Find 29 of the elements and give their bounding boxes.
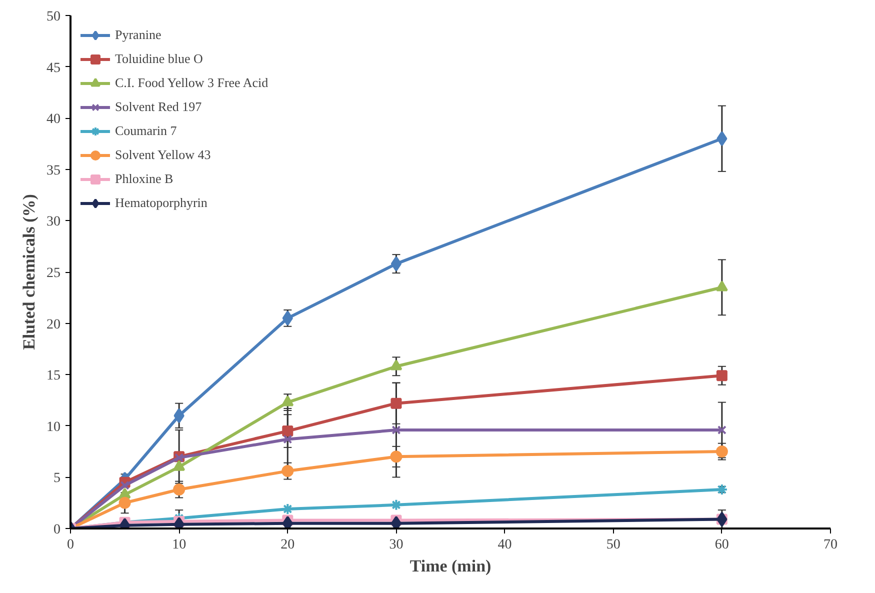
y-tick-label: 20	[46, 317, 60, 332]
y-tick-label: 50	[46, 10, 60, 24]
x-tick-label: 40	[498, 538, 512, 552]
y-tick-label: 10	[46, 420, 60, 435]
legend-label: Hematoporphyrin	[115, 195, 208, 211]
y-tick-label: 15	[46, 368, 60, 384]
x-tick-label: 50	[606, 538, 620, 552]
x-tick-label: 20	[280, 538, 295, 552]
y-tick-label: 0	[54, 522, 60, 538]
y-tick-label: 30	[46, 214, 60, 230]
y-tick-label: 5	[54, 471, 60, 486]
y-tick-label: 35	[46, 163, 60, 178]
x-tick-label: 30	[389, 538, 404, 552]
y-tick-label: 40	[46, 112, 60, 128]
x-tick-label: 70	[824, 538, 838, 552]
y-axis-title: Eluted chemicals (%)	[20, 194, 38, 350]
legend-label: Pyranine	[115, 27, 162, 43]
legend-label: Solvent Yellow 43	[115, 147, 211, 163]
y-tick-label: 45	[46, 60, 60, 76]
legend-label: Coumarin 7	[115, 123, 177, 139]
legend-label: C.I. Food Yellow 3 Free Acid	[115, 75, 268, 91]
legend-label: Phloxine B	[115, 171, 174, 187]
legend-label: Toluidine blue O	[115, 51, 203, 67]
x-tick-label: 0	[67, 538, 74, 552]
x-tick-label: 60	[714, 538, 729, 552]
x-tick-label: 10	[172, 538, 186, 552]
y-tick-label: 25	[46, 266, 60, 281]
legend-label: Solvent Red 197	[115, 99, 202, 115]
x-axis-title: Time (min)	[410, 556, 492, 576]
